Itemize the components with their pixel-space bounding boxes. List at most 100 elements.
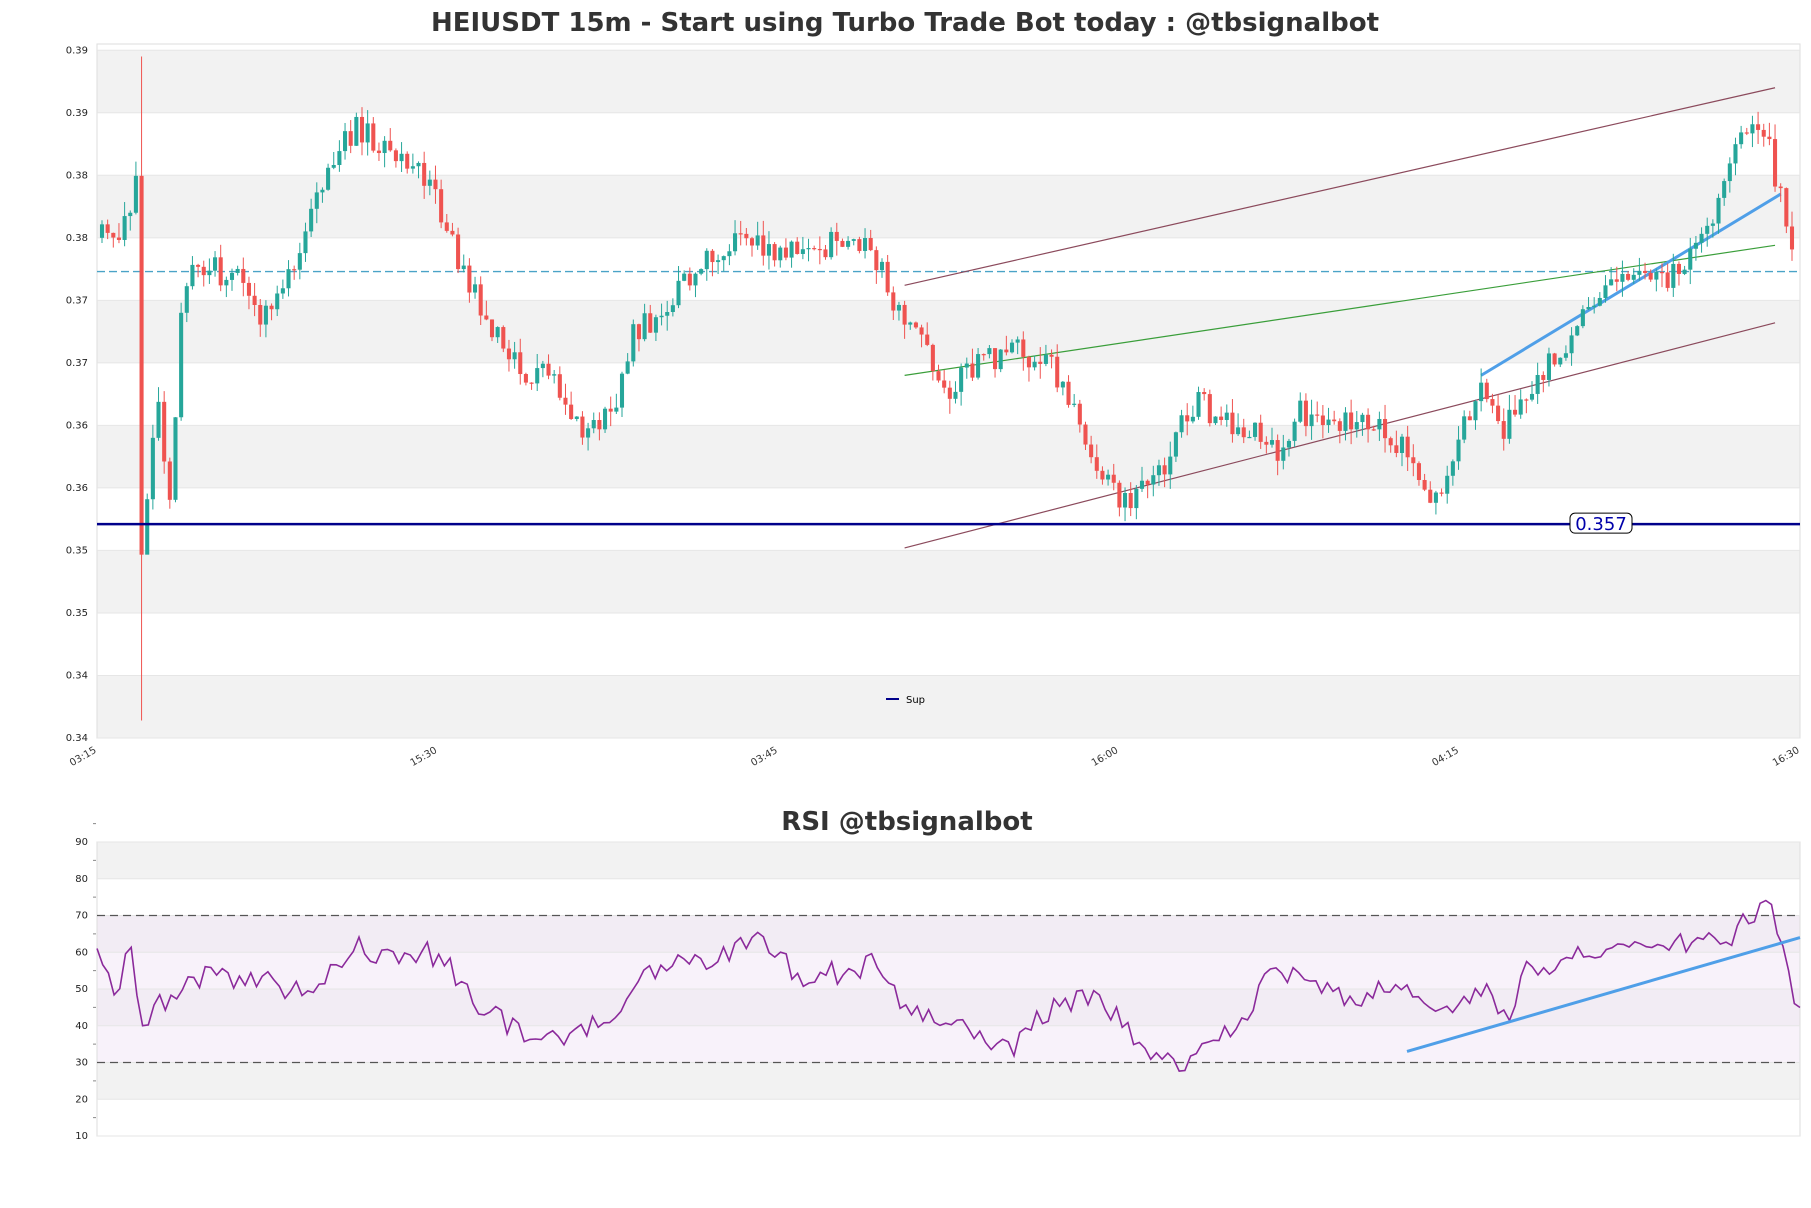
candle-down [489,319,495,338]
candle-up [1196,392,1201,417]
candle-up [552,374,557,376]
candle-up [354,116,359,146]
candle-up [659,315,664,318]
candle-down [506,348,511,360]
candle-up [800,249,805,254]
candle-up [156,401,161,438]
candle-down [1501,421,1506,439]
candle-up [1015,339,1020,343]
candle-up [540,363,545,369]
candle-up [1518,399,1523,415]
rsi-overlay-lines [96,899,1801,1072]
candle-up [263,305,268,325]
candle-down [376,150,381,154]
candle-up [976,354,981,378]
candle-up [829,231,834,258]
candle-up [1620,273,1625,282]
candle-up [586,428,591,438]
candlesticks [99,56,1795,721]
candle-down [484,315,489,320]
candle-down [1275,440,1280,461]
candle-up [1569,335,1574,354]
candle-down [913,322,918,328]
candle-down [569,404,574,419]
candle-down [1428,489,1433,503]
candle-down [1524,399,1529,401]
candle-down [258,304,263,325]
candle-up [1399,436,1405,453]
rsi-y-tick-label: 70 [75,911,88,922]
candle-down [761,235,766,256]
candle-up [1716,197,1721,224]
candle-up [1682,269,1687,274]
candle-up [1750,124,1755,134]
candle-down [1778,186,1783,189]
candle-up [1597,297,1602,306]
candle-down [439,189,444,223]
candle-up [1586,306,1591,310]
price-y-tick-label: 0.35 [66,608,88,619]
candle-up [1456,439,1461,462]
candle-down [467,265,472,293]
candle-down [1332,419,1337,422]
price-y-tick-label: 0.35 [66,545,88,556]
candle-down [116,237,121,240]
candle-down [422,162,427,186]
candle-up [727,251,732,257]
candle-up [122,216,127,240]
candle-down [1484,382,1489,400]
candle-down [942,380,947,388]
candle-up [1298,400,1303,422]
price-x-tick-label: 15:30 [409,745,439,769]
candle-up [998,349,1003,370]
candle-up [1343,412,1348,431]
candle-up [896,304,901,311]
candle-up [1032,361,1037,368]
candle-up [603,408,608,430]
candle-up [190,264,195,287]
candle-up [665,311,670,316]
candle-up [1722,181,1727,198]
candle-down [840,240,845,247]
trend-blue-line [1480,192,1782,377]
candle-down [1202,392,1207,395]
price-x-tick-label: 16:00 [1090,745,1120,769]
candle-down [478,284,483,316]
candle-up [631,324,636,362]
candle-up [173,417,178,500]
candle-down [1145,480,1150,485]
candle-down [648,313,653,333]
candle-down [1337,421,1342,431]
candle-up [682,273,687,281]
candle-down [1490,399,1495,406]
candle-up [1168,456,1173,475]
candle-down [1128,492,1133,509]
candle-up [1733,144,1738,164]
price-y-tick-label: 0.36 [66,420,88,431]
candle-up [1043,354,1048,364]
candle-up [1281,447,1286,461]
candle-up [733,233,738,252]
candle-down [433,179,438,190]
candle-up [778,247,783,261]
candle-up [653,317,658,333]
candle-up [337,151,342,165]
candle-down [1659,272,1665,274]
candle-down [1411,457,1416,464]
legend-sup-label: Sup [906,695,925,706]
candle-down [546,363,551,376]
candle-up [755,235,760,246]
candle-down [1089,444,1094,458]
rsi-y-tick-label: 60 [75,947,88,958]
candle-down [925,334,930,345]
price-band [97,300,1800,363]
candle-up [1123,492,1128,508]
candle-up [1546,353,1551,380]
candle-down [371,123,376,151]
candle-down [1230,412,1235,435]
candle-down [597,420,602,430]
candle-down [608,408,613,412]
candle-down [1789,226,1795,250]
candle-down [162,401,167,462]
candle-down [902,304,907,325]
